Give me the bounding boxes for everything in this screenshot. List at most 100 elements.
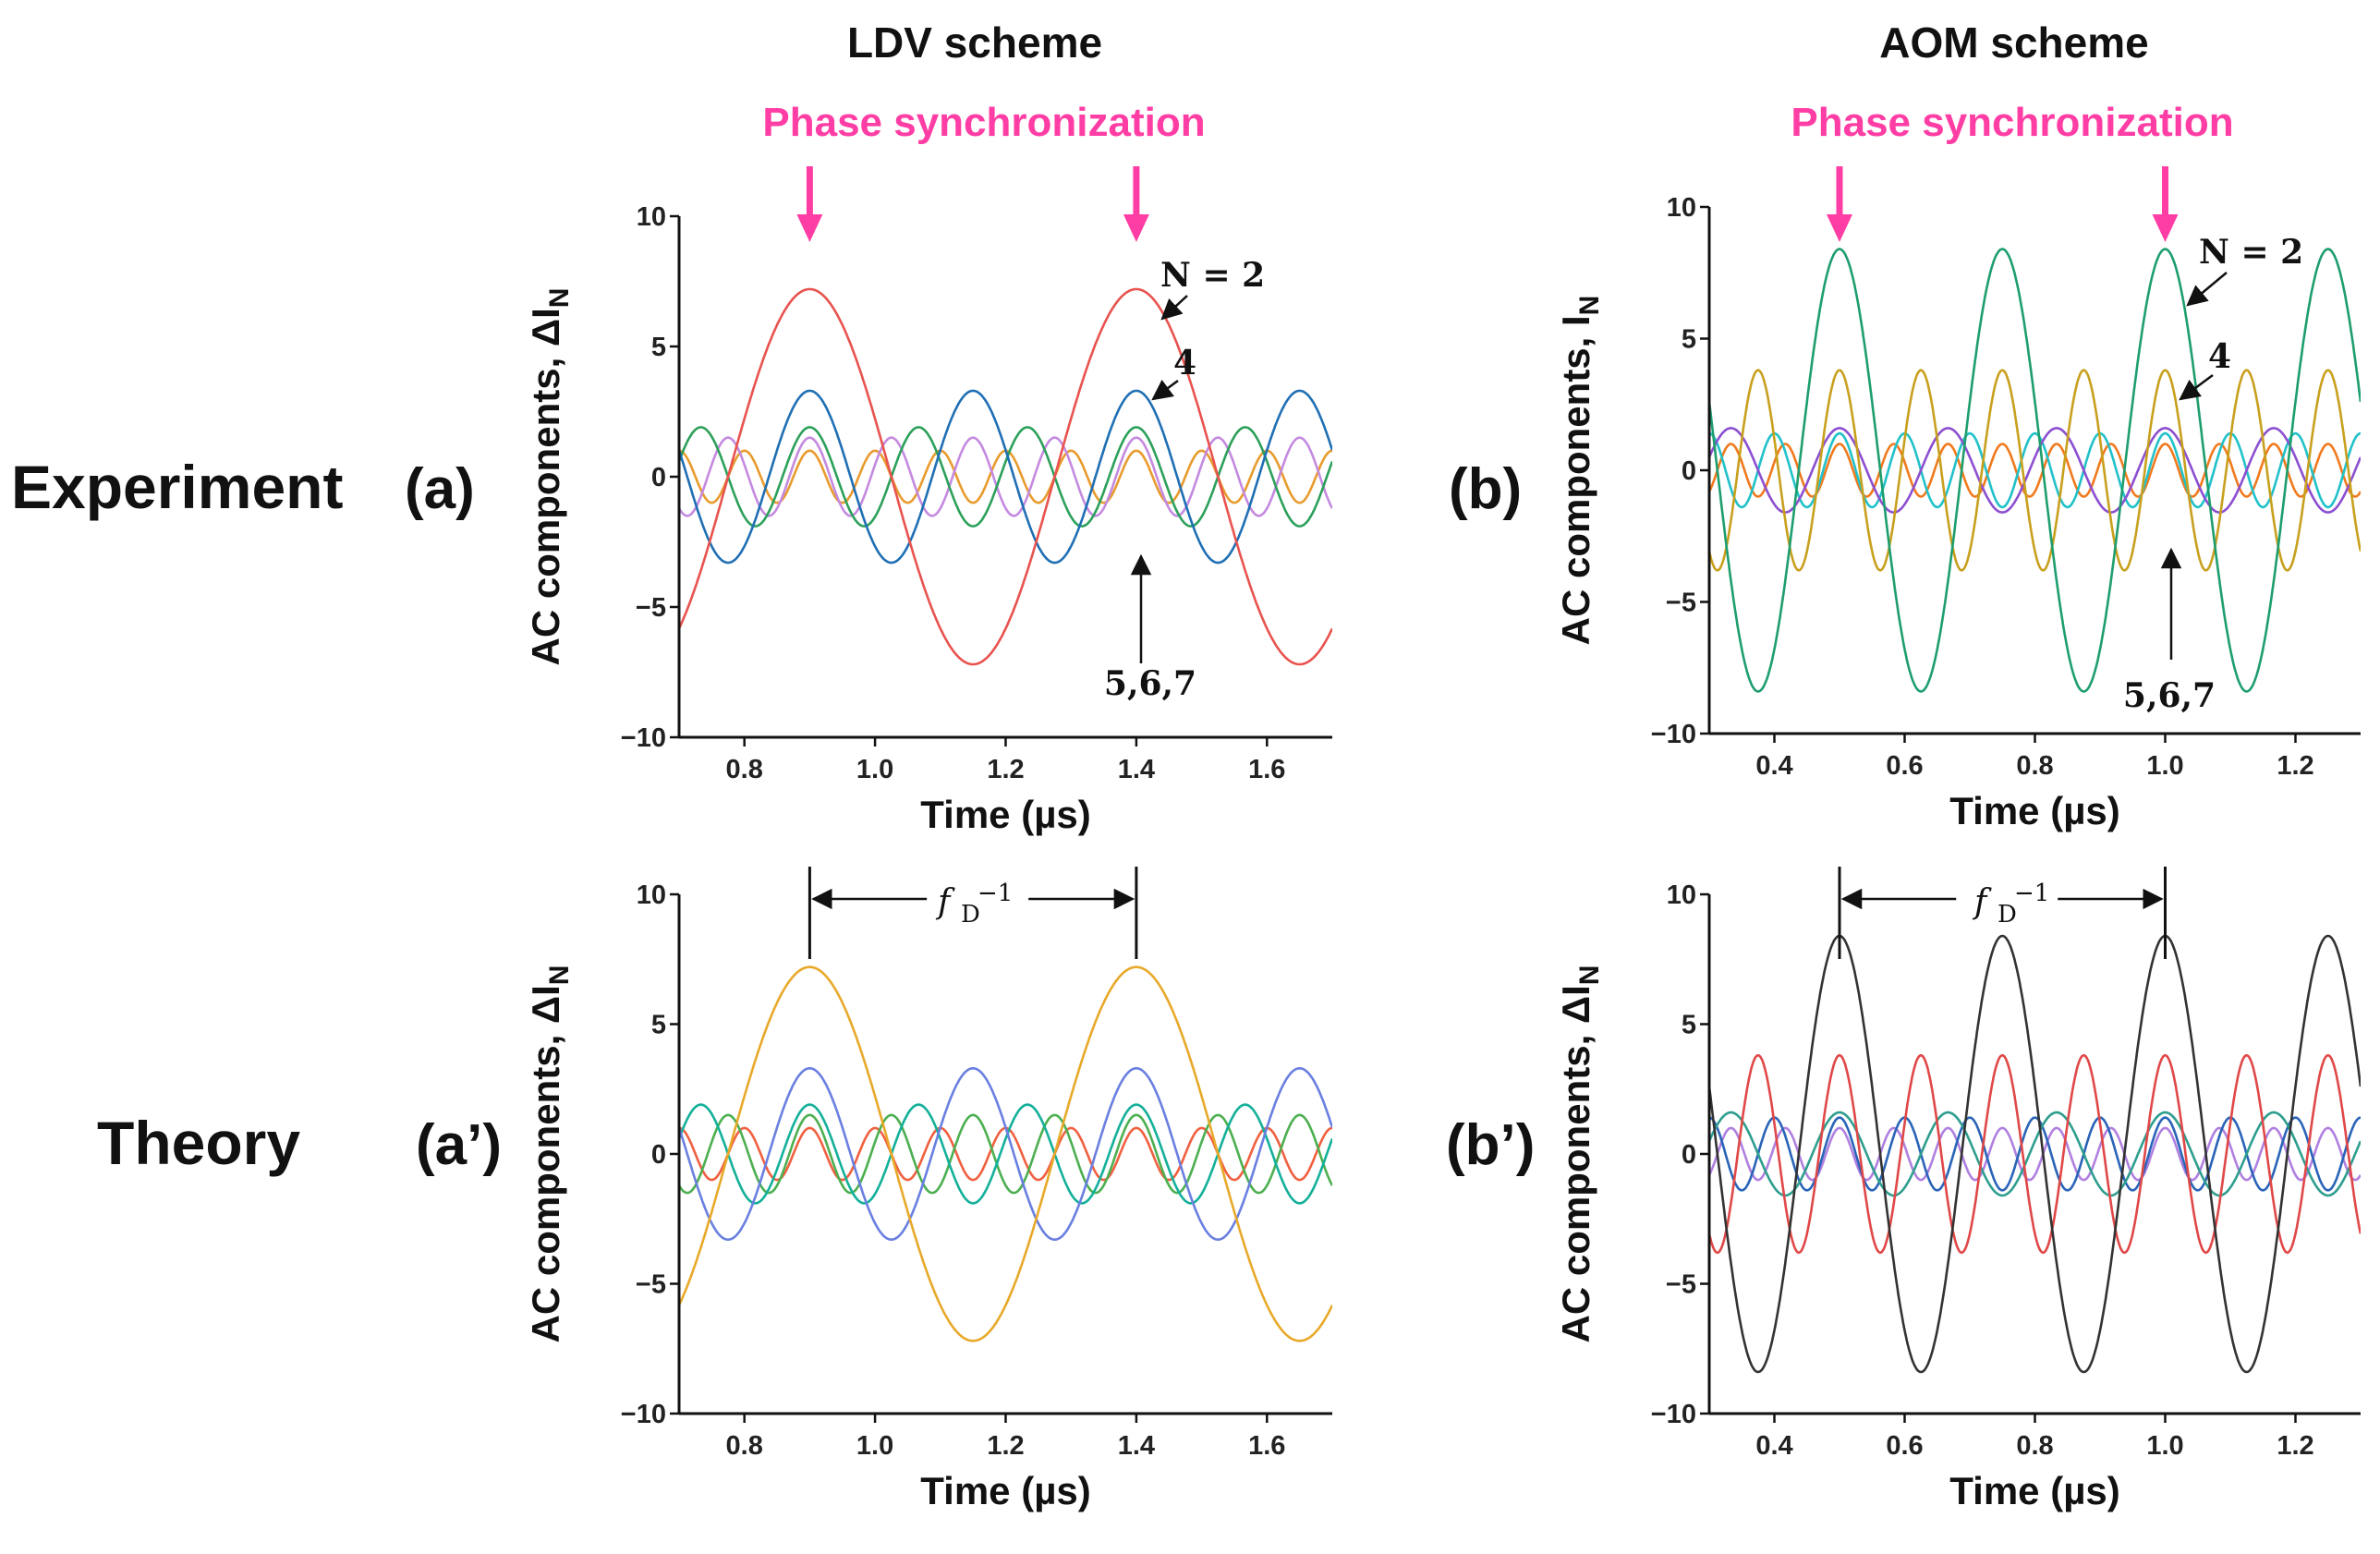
series-group bbox=[679, 965, 1332, 1342]
y-axis-label: AC components, ΔIN bbox=[524, 965, 575, 1343]
y-tick-label: −5 bbox=[636, 1270, 666, 1300]
series-line-n5 bbox=[679, 426, 1332, 528]
series-line-n4 bbox=[1709, 369, 2361, 572]
series-group bbox=[1709, 248, 2361, 693]
x-tick-label: 1.0 bbox=[856, 755, 893, 784]
period-label-a-prime: f D −1 bbox=[935, 880, 1013, 929]
x-axis-label: Time (µs) bbox=[920, 793, 1090, 836]
annotation-arrow-n2-b bbox=[2186, 272, 2228, 307]
column-title-aom: AOM scheme bbox=[1879, 18, 2148, 67]
y-tick-label: −10 bbox=[621, 723, 666, 753]
x-tick-label: 1.4 bbox=[1118, 755, 1155, 784]
y-axis-label-subscript: N bbox=[1574, 296, 1605, 316]
x-tick-label: 1.4 bbox=[1118, 1431, 1155, 1461]
series-line-n5 bbox=[679, 1103, 1332, 1205]
x-axis-label: Time (µs) bbox=[1949, 789, 2119, 832]
column-title-ldv: LDV scheme bbox=[847, 18, 1102, 67]
period-label-sup: −1 bbox=[2014, 880, 2049, 907]
y-tick-label: −10 bbox=[621, 1400, 666, 1429]
y-tick-label: −10 bbox=[1651, 1400, 1696, 1429]
annotation-n2-b: N = 2 bbox=[2199, 233, 2303, 272]
y-tick-label: −10 bbox=[1651, 720, 1696, 749]
x-tick-label: 1.0 bbox=[2146, 751, 2183, 781]
x-tick-label: 1.0 bbox=[2146, 1431, 2183, 1461]
annotation-arrow-n2-a bbox=[1160, 295, 1188, 321]
sync-arrow bbox=[1123, 166, 1149, 242]
series-line-n4 bbox=[1709, 1053, 2361, 1255]
x-tick-label: 1.0 bbox=[856, 1431, 893, 1461]
x-tick-label: 0.6 bbox=[1886, 1431, 1923, 1461]
annotation-arrow-n4-b bbox=[2179, 373, 2214, 401]
x-tick-label: 0.6 bbox=[1886, 751, 1923, 781]
x-tick-label: 0.8 bbox=[726, 755, 763, 784]
annotation-n567-b: 5,6,7 bbox=[2123, 676, 2216, 715]
annotation-n4-a: 4 bbox=[1173, 344, 1196, 382]
period-label-sub: D bbox=[961, 901, 980, 929]
x-tick-label: 1.2 bbox=[2277, 751, 2313, 781]
sync-label-aom: Phase synchronization bbox=[1791, 100, 2233, 145]
y-tick-label: −5 bbox=[1666, 1270, 1696, 1300]
y-tick-label: 10 bbox=[1667, 193, 1696, 223]
period-label-sub: D bbox=[1998, 901, 2017, 929]
x-axis-label: Time (µs) bbox=[920, 1469, 1090, 1512]
y-axis-label-subscript: N bbox=[1574, 965, 1605, 986]
x-tick-label: 0.8 bbox=[726, 1431, 763, 1461]
y-tick-label: 5 bbox=[651, 1011, 666, 1040]
chart-panel-a-prime: −10 −5 0 5 10 0.8 1.0 1.2 1.4 1.6 Time (µs) AC comp… bbox=[524, 867, 1332, 1512]
y-tick-label: 0 bbox=[1682, 1140, 1696, 1170]
period-marker bbox=[808, 867, 1138, 959]
sync-arrow bbox=[1827, 166, 1852, 242]
y-tick-label: 0 bbox=[651, 463, 666, 492]
y-axis-label-subscript: N bbox=[544, 288, 575, 309]
x-tick-label: 0.4 bbox=[1755, 751, 1792, 781]
panel-label-a-prime: (a’) bbox=[416, 1113, 502, 1177]
panel-label-b: (b) bbox=[1449, 457, 1522, 521]
series-line-n5 bbox=[1709, 427, 2361, 514]
y-axis-label: AC components, ΔIN bbox=[1554, 965, 1605, 1343]
x-tick-label: 1.6 bbox=[1248, 755, 1285, 784]
panel-label-a: (a) bbox=[405, 457, 475, 521]
series-group bbox=[679, 287, 1332, 666]
y-tick-label: 10 bbox=[1667, 880, 1696, 910]
x-tick-label: 1.6 bbox=[1248, 1431, 1285, 1461]
x-tick-label: 0.8 bbox=[2016, 1431, 2053, 1461]
y-axis-label: AC components, IN bbox=[1554, 296, 1605, 646]
chart-panel-b-prime: −10 −5 0 5 10 0.4 0.6 0.8 1.0 1.2 Time (µs) AC comp… bbox=[1554, 867, 2361, 1512]
chart-panel-b: −10 −5 0 5 10 0.4 0.6 0.8 1.0 1.2 Time (µs) AC comp… bbox=[1554, 166, 2361, 832]
annotation-n4-b: 4 bbox=[2208, 337, 2231, 376]
series-line-n5 bbox=[1709, 1111, 2361, 1197]
y-axis-label-subscript: N bbox=[544, 965, 575, 986]
series-line-n6 bbox=[679, 436, 1332, 517]
sync-label-ldv: Phase synchronization bbox=[762, 100, 1205, 145]
series-line-n6 bbox=[679, 1113, 1332, 1195]
series-line-n2 bbox=[1709, 248, 2361, 693]
row-label-experiment: Experiment bbox=[11, 453, 343, 521]
series-line-n7 bbox=[1709, 443, 2361, 498]
panel-label-b-prime: (b’) bbox=[1446, 1113, 1535, 1177]
series-line-n4 bbox=[679, 389, 1332, 565]
series-line-n7 bbox=[1709, 1126, 2361, 1182]
y-tick-label: 5 bbox=[1682, 1011, 1696, 1040]
y-tick-label: 10 bbox=[637, 202, 666, 232]
x-tick-label: 1.2 bbox=[987, 755, 1024, 784]
series-group bbox=[1709, 934, 2361, 1374]
period-label-f: f bbox=[1972, 883, 1992, 921]
sync-arrow bbox=[2152, 166, 2179, 242]
period-label-b-prime: f D −1 bbox=[1972, 880, 2049, 929]
annotation-arrow-n4-a bbox=[1151, 379, 1179, 401]
series-line-n4 bbox=[679, 1067, 1332, 1241]
series-line-n2 bbox=[1709, 934, 2361, 1374]
y-tick-label: 0 bbox=[651, 1140, 666, 1170]
y-tick-label: 10 bbox=[637, 880, 666, 910]
sync-arrow bbox=[796, 166, 823, 242]
x-axis-label: Time (µs) bbox=[1949, 1469, 2119, 1512]
x-tick-label: 1.2 bbox=[2277, 1431, 2313, 1461]
x-tick-label: 0.8 bbox=[2016, 751, 2053, 781]
x-tick-label: 1.2 bbox=[987, 1431, 1024, 1461]
y-tick-label: −5 bbox=[1666, 589, 1696, 618]
series-line-n2 bbox=[679, 965, 1332, 1342]
y-axis-label: AC components, ΔIN bbox=[524, 288, 575, 666]
annotation-n2-a: N = 2 bbox=[1160, 256, 1265, 295]
chart-panel-a: −10 −5 0 5 10 0.8 1.0 1.2 1.4 1.6 Time (µs) AC comp… bbox=[524, 166, 1332, 836]
